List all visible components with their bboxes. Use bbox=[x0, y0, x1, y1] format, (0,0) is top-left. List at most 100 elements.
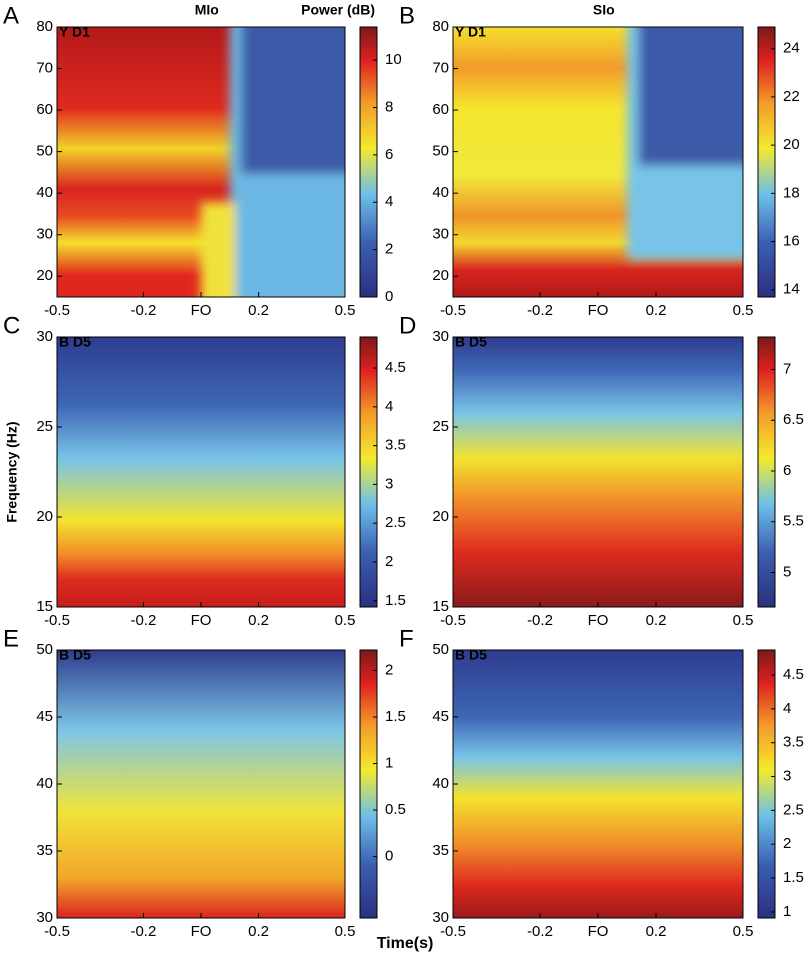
x-tick-label: 0.5 bbox=[733, 612, 754, 629]
x-tick-label: FO bbox=[191, 923, 212, 940]
x-tick-label: 0.5 bbox=[733, 302, 754, 319]
panel-letter: F bbox=[399, 625, 414, 652]
colorbar-tick-label: 6.5 bbox=[783, 411, 804, 428]
y-tick-label: 15 bbox=[432, 598, 449, 615]
colorbar-tick-label: 1 bbox=[385, 754, 393, 771]
colorbar-tick-label: 1.5 bbox=[385, 708, 406, 725]
heatmap-region bbox=[638, 27, 743, 166]
panel-letter: D bbox=[399, 312, 416, 339]
colorbar-tick-label: 6 bbox=[783, 462, 791, 479]
y-tick-label: 60 bbox=[432, 101, 449, 118]
heatmap bbox=[453, 337, 743, 607]
x-tick-label: 0.5 bbox=[335, 612, 356, 629]
y-tick-label: 20 bbox=[432, 267, 449, 284]
y-tick-label: 30 bbox=[432, 909, 449, 926]
x-tick-label: FO bbox=[191, 302, 212, 319]
colorbar bbox=[757, 649, 776, 919]
panel-letter: C bbox=[3, 312, 20, 339]
colorbar-tick-label: 4 bbox=[385, 398, 393, 415]
heatmap-region bbox=[201, 27, 345, 297]
colorbar-tick-label: 2.5 bbox=[783, 801, 804, 818]
colorbar-tick-label: 2 bbox=[385, 241, 393, 258]
colorbar-tick-label: 16 bbox=[783, 233, 800, 250]
colorbar-tick-label: 0.5 bbox=[385, 801, 406, 818]
colorbar-tick-label: 5.5 bbox=[783, 513, 804, 530]
panel-title: MIo bbox=[195, 2, 219, 18]
x-tick-label: -0.5 bbox=[440, 302, 466, 319]
x-tick-label: -0.2 bbox=[130, 302, 156, 319]
y-tick-label: 40 bbox=[432, 775, 449, 792]
y-tick-label: 70 bbox=[36, 60, 53, 77]
y-tick-label: 45 bbox=[432, 708, 449, 725]
x-tick-label: -0.2 bbox=[130, 923, 156, 940]
x-tick-label: 0.5 bbox=[335, 923, 356, 940]
y-tick-label: 30 bbox=[36, 226, 53, 243]
heatmap bbox=[57, 337, 345, 607]
heatmap bbox=[453, 27, 743, 297]
colorbar-tick-label: 20 bbox=[783, 136, 800, 153]
colorbar-tick-label: 3.5 bbox=[783, 734, 804, 751]
heatmap-field bbox=[453, 337, 743, 607]
x-tick-label: 0.2 bbox=[646, 612, 667, 629]
y-tick-label: 45 bbox=[36, 708, 53, 725]
colorbar-tick-label: 8 bbox=[385, 98, 393, 115]
colorbar-tick-label: 1 bbox=[783, 903, 791, 920]
colorbar-tick-label: 22 bbox=[783, 88, 800, 105]
colorbar-tick-label: 2 bbox=[385, 553, 393, 570]
colorbar-tick-label: 4 bbox=[385, 193, 393, 210]
y-tick-label: 15 bbox=[36, 598, 53, 615]
x-tick-label: 0.2 bbox=[248, 923, 269, 940]
y-tick-label: 80 bbox=[432, 18, 449, 35]
colorbar-tick-label: 14 bbox=[783, 281, 800, 298]
y-tick-label: 40 bbox=[36, 184, 53, 201]
y-tick-label: 50 bbox=[36, 641, 53, 658]
y-tick-label: 30 bbox=[36, 328, 53, 345]
y-tick-label: 20 bbox=[36, 508, 53, 525]
y-tick-label: 35 bbox=[36, 842, 53, 859]
heatmap bbox=[453, 650, 743, 918]
heatmap-region bbox=[201, 202, 236, 297]
colorbar-tick-label: 4.5 bbox=[385, 359, 406, 376]
y-tick-label: 35 bbox=[432, 842, 449, 859]
x-tick-label: -0.2 bbox=[130, 612, 156, 629]
colorbar-tick-label: 3 bbox=[783, 768, 791, 785]
y-tick-label: 50 bbox=[432, 143, 449, 160]
x-tick-label: 0.5 bbox=[335, 302, 356, 319]
x-axis-label: Time(s) bbox=[377, 935, 434, 952]
heatmap-field bbox=[453, 650, 743, 918]
x-tick-label: 0.2 bbox=[646, 923, 667, 940]
x-tick-label: -0.2 bbox=[527, 612, 553, 629]
y-tick-label: 25 bbox=[36, 418, 53, 435]
y-tick-label: 30 bbox=[432, 226, 449, 243]
panel-subtitle: B D5 bbox=[455, 647, 487, 663]
y-tick-label: 40 bbox=[432, 184, 449, 201]
colorbar-tick-label: 6 bbox=[385, 146, 393, 163]
panel-subtitle: Y D1 bbox=[59, 24, 90, 40]
x-tick-label: -0.5 bbox=[440, 612, 466, 629]
colorbar bbox=[757, 336, 776, 608]
heatmap-field bbox=[57, 337, 345, 607]
y-axis-label: Frequency (Hz) bbox=[4, 421, 20, 522]
colorbar bbox=[359, 336, 378, 608]
panel-subtitle: B D5 bbox=[455, 334, 487, 350]
y-tick-label: 20 bbox=[432, 508, 449, 525]
colorbar-tick-label: 0 bbox=[385, 288, 393, 305]
x-tick-label: 0.2 bbox=[248, 302, 269, 319]
panel-title: SIo bbox=[593, 2, 615, 18]
panel-letter: E bbox=[3, 625, 19, 652]
y-tick-label: 60 bbox=[36, 101, 53, 118]
colorbar-tick-label: 1.5 bbox=[783, 869, 804, 886]
y-tick-label: 50 bbox=[432, 641, 449, 658]
x-tick-label: -0.5 bbox=[44, 923, 70, 940]
x-tick-label: 0.2 bbox=[646, 302, 667, 319]
y-tick-label: 20 bbox=[36, 267, 53, 284]
y-tick-label: 50 bbox=[36, 143, 53, 160]
colorbar-tick-label: 4.5 bbox=[783, 666, 804, 683]
y-tick-label: 80 bbox=[36, 18, 53, 35]
x-tick-label: -0.5 bbox=[44, 302, 70, 319]
colorbar-label: Power (dB) bbox=[301, 2, 375, 18]
heatmap bbox=[57, 650, 345, 918]
heatmap bbox=[57, 27, 345, 297]
panel-subtitle: B D5 bbox=[59, 334, 91, 350]
x-tick-label: -0.2 bbox=[527, 302, 553, 319]
